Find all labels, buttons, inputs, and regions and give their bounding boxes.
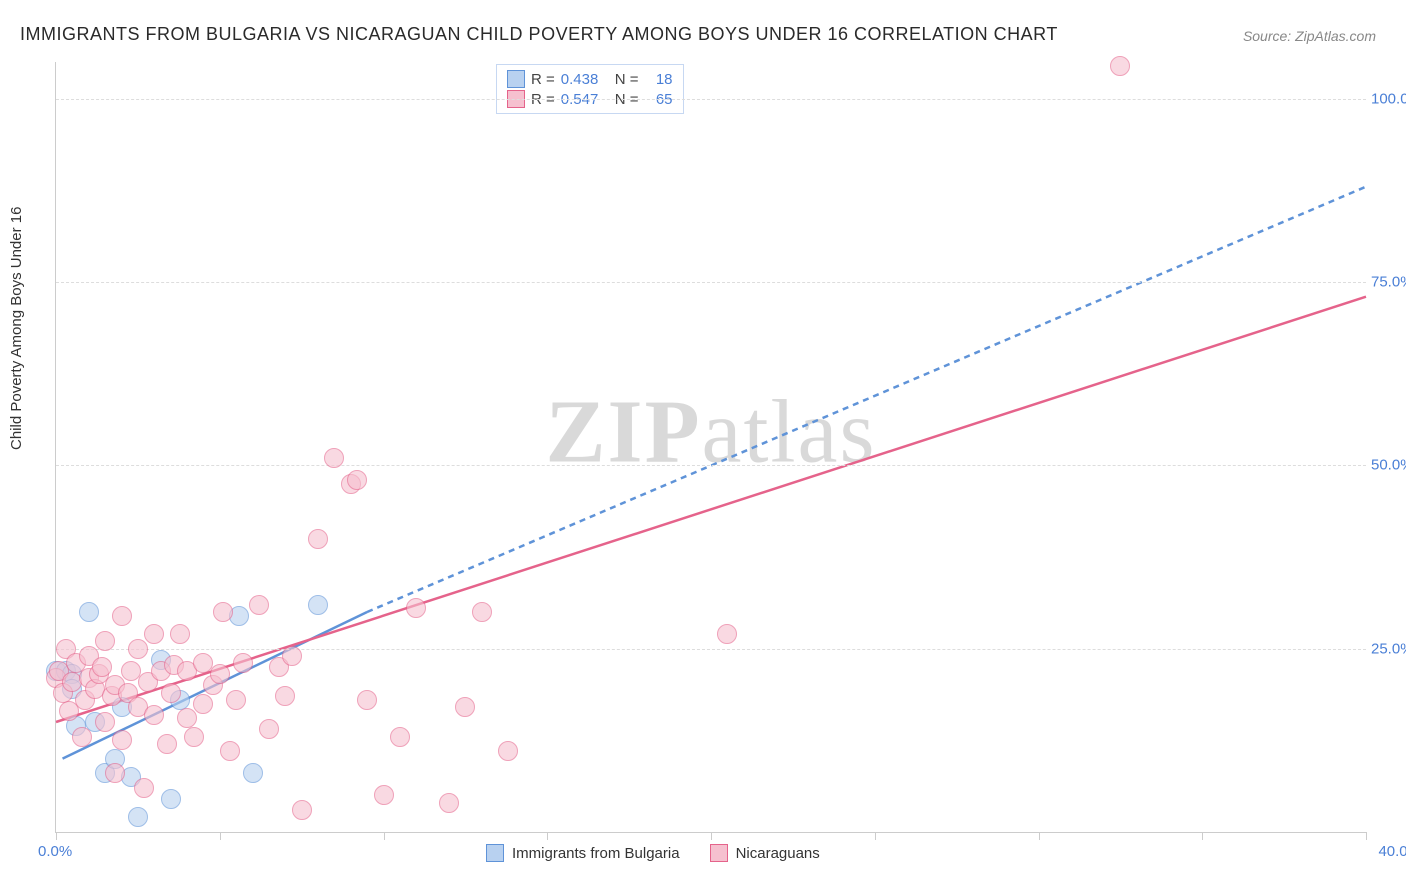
source-text: Source: ZipAtlas.com [1243,28,1376,44]
scatter-point [347,470,367,490]
y-tick-label: 100.0% [1371,90,1406,107]
scatter-point [243,763,263,783]
x-tick [56,832,57,840]
plot-area: ZIPatlas R =0.438N =18R =0.547N =65 Immi… [55,62,1366,833]
scatter-point [220,741,240,761]
x-tick [1202,832,1203,840]
scatter-point [210,664,230,684]
scatter-point [112,606,132,626]
scatter-point [282,646,302,666]
scatter-point [157,734,177,754]
legend-item: Immigrants from Bulgaria [486,844,680,862]
scatter-point [213,602,233,622]
scatter-point [259,719,279,739]
legend-label: Nicaraguans [736,845,820,862]
scatter-point [177,708,197,728]
scatter-point [324,448,344,468]
chart-title: IMMIGRANTS FROM BULGARIA VS NICARAGUAN C… [20,24,1058,45]
y-tick-label: 75.0% [1371,274,1406,291]
x-tick [547,832,548,840]
scatter-point [1110,56,1130,76]
source-name: ZipAtlas.com [1295,28,1376,44]
stats-row: R = 0.438 N = 18 [507,69,673,89]
scatter-point [72,727,92,747]
scatter-point [184,727,204,747]
gridline [56,649,1366,650]
scatter-point [128,807,148,827]
scatter-point [308,595,328,615]
stats-legend: R =0.438N =18R =0.547N =65 [496,64,684,114]
scatter-point [144,705,164,725]
scatter-point [439,793,459,813]
regression-line [367,187,1366,612]
r-label: R = [531,71,555,88]
scatter-point [105,763,125,783]
x-tick [220,832,221,840]
scatter-point [128,639,148,659]
scatter-point [226,690,246,710]
x-tick [875,832,876,840]
y-tick-label: 25.0% [1371,640,1406,657]
x-tick-max: 40.0% [1378,843,1406,860]
scatter-point [134,778,154,798]
scatter-point [95,631,115,651]
source-prefix: Source: [1243,28,1295,44]
scatter-point [292,800,312,820]
x-tick-min: 0.0% [38,843,72,860]
x-tick [384,832,385,840]
legend-swatch [507,70,525,88]
legend-item: Nicaraguans [710,844,820,862]
scatter-point [95,712,115,732]
legend-label: Immigrants from Bulgaria [512,845,680,862]
legend-swatch [486,844,504,862]
scatter-point [406,598,426,618]
gridline [56,99,1366,100]
y-tick-label: 50.0% [1371,457,1406,474]
x-tick [711,832,712,840]
regression-line [56,297,1366,722]
scatter-point [170,624,190,644]
scatter-point [161,789,181,809]
scatter-point [390,727,410,747]
scatter-point [498,741,518,761]
y-axis-label: Child Poverty Among Boys Under 16 [8,207,25,450]
scatter-point [161,683,181,703]
scatter-point [112,730,132,750]
scatter-point [144,624,164,644]
series-legend: Immigrants from Bulgaria Nicaraguans [486,844,820,862]
scatter-point [717,624,737,644]
scatter-point [308,529,328,549]
scatter-point [249,595,269,615]
scatter-point [357,690,377,710]
x-tick [1039,832,1040,840]
regression-lines-layer [56,62,1366,832]
scatter-point [233,653,253,673]
scatter-point [193,694,213,714]
scatter-point [92,657,112,677]
x-tick [1366,832,1367,840]
scatter-point [374,785,394,805]
legend-swatch [710,844,728,862]
scatter-point [455,697,475,717]
n-label: N = [615,71,639,88]
scatter-point [79,602,99,622]
scatter-point [275,686,295,706]
gridline [56,465,1366,466]
scatter-point [472,602,492,622]
r-value: 0.438 [561,71,609,88]
n-value: 18 [645,71,673,88]
gridline [56,282,1366,283]
